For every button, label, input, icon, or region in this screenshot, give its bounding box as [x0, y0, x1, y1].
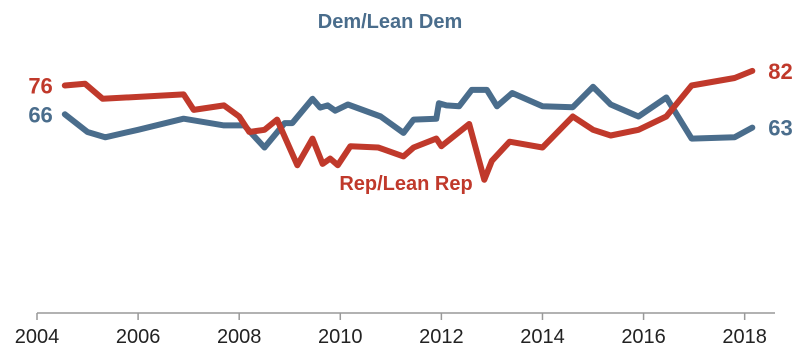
- x-tick-label-2006: 2006: [116, 326, 161, 348]
- x-tick-label-2016: 2016: [621, 326, 666, 348]
- series-name-rep-lean-rep: Rep/Lean Rep: [339, 173, 472, 195]
- x-tick-label-2004: 2004: [15, 326, 60, 348]
- x-tick-label-2018: 2018: [722, 326, 767, 348]
- start-label-dem-lean-dem: 66: [28, 102, 52, 127]
- series-name-dem-lean-dem: Dem/Lean Dem: [318, 11, 463, 33]
- x-axis: 2004 2006 2008 2010 2012 2014 2016 2018: [15, 312, 775, 348]
- x-tick-label-2008: 2008: [217, 326, 262, 348]
- series-line-rep-lean-rep: [61, 67, 756, 183]
- end-label-rep-lean-rep: 82: [768, 59, 792, 84]
- series-line-dem-lean-dem: [61, 83, 756, 151]
- series-lines: [61, 67, 756, 183]
- end-label-dem-lean-dem: 63: [768, 116, 792, 141]
- series-labels: 66 63 76 82 Dem/Lean Dem Rep/Lean Rep: [28, 11, 792, 195]
- x-tick-label-2010: 2010: [318, 326, 363, 348]
- start-label-rep-lean-rep: 76: [28, 74, 52, 99]
- x-tick-label-2014: 2014: [520, 326, 565, 348]
- x-tick-label-2012: 2012: [419, 326, 464, 348]
